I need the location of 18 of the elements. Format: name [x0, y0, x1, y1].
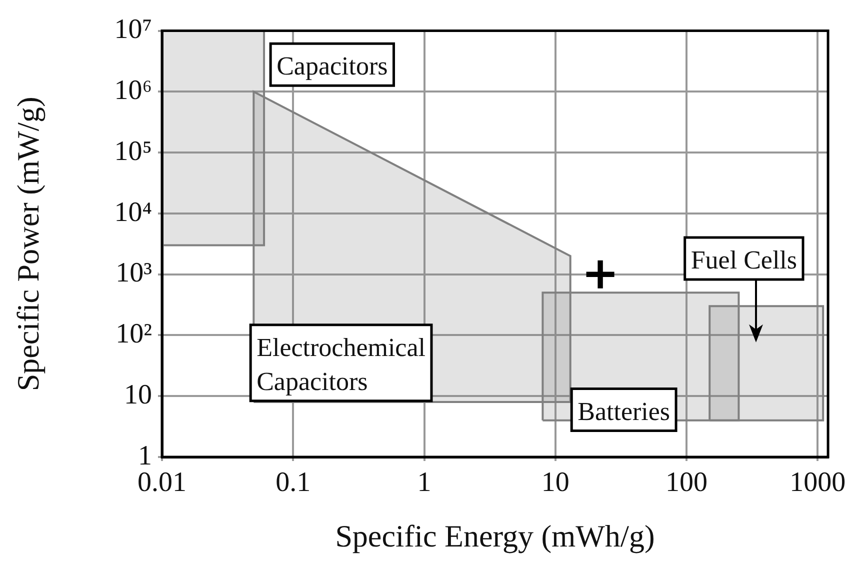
y-tick-label: 10⁷ [114, 14, 152, 46]
x-tick-label: 10 [541, 467, 570, 498]
y-tick-label: 10⁶ [114, 75, 152, 106]
series-label: Fuel Cells [690, 246, 798, 275]
series-label: Batteries [578, 396, 670, 426]
x-tick-label: 1000 [790, 467, 846, 498]
y-tick-label: 10² [116, 318, 152, 350]
x-tick-label: 0.1 [276, 467, 311, 498]
series-label: Capacitors [276, 52, 388, 81]
y-axis-title: Specific Power (mW/g) [10, 96, 46, 392]
y-tick-label: 10⁵ [114, 136, 152, 167]
x-axis-title: Specific Energy (mWh/g) [335, 518, 655, 554]
y-tick-label: 10³ [116, 258, 152, 289]
y-tick-label: 10⁴ [114, 196, 152, 228]
y-tick-label: 10 [124, 379, 152, 410]
x-tick-label: 100 [666, 467, 708, 498]
series-label: Electrochemical Capacitors [256, 332, 426, 396]
x-tick-label: 1 [417, 467, 432, 498]
